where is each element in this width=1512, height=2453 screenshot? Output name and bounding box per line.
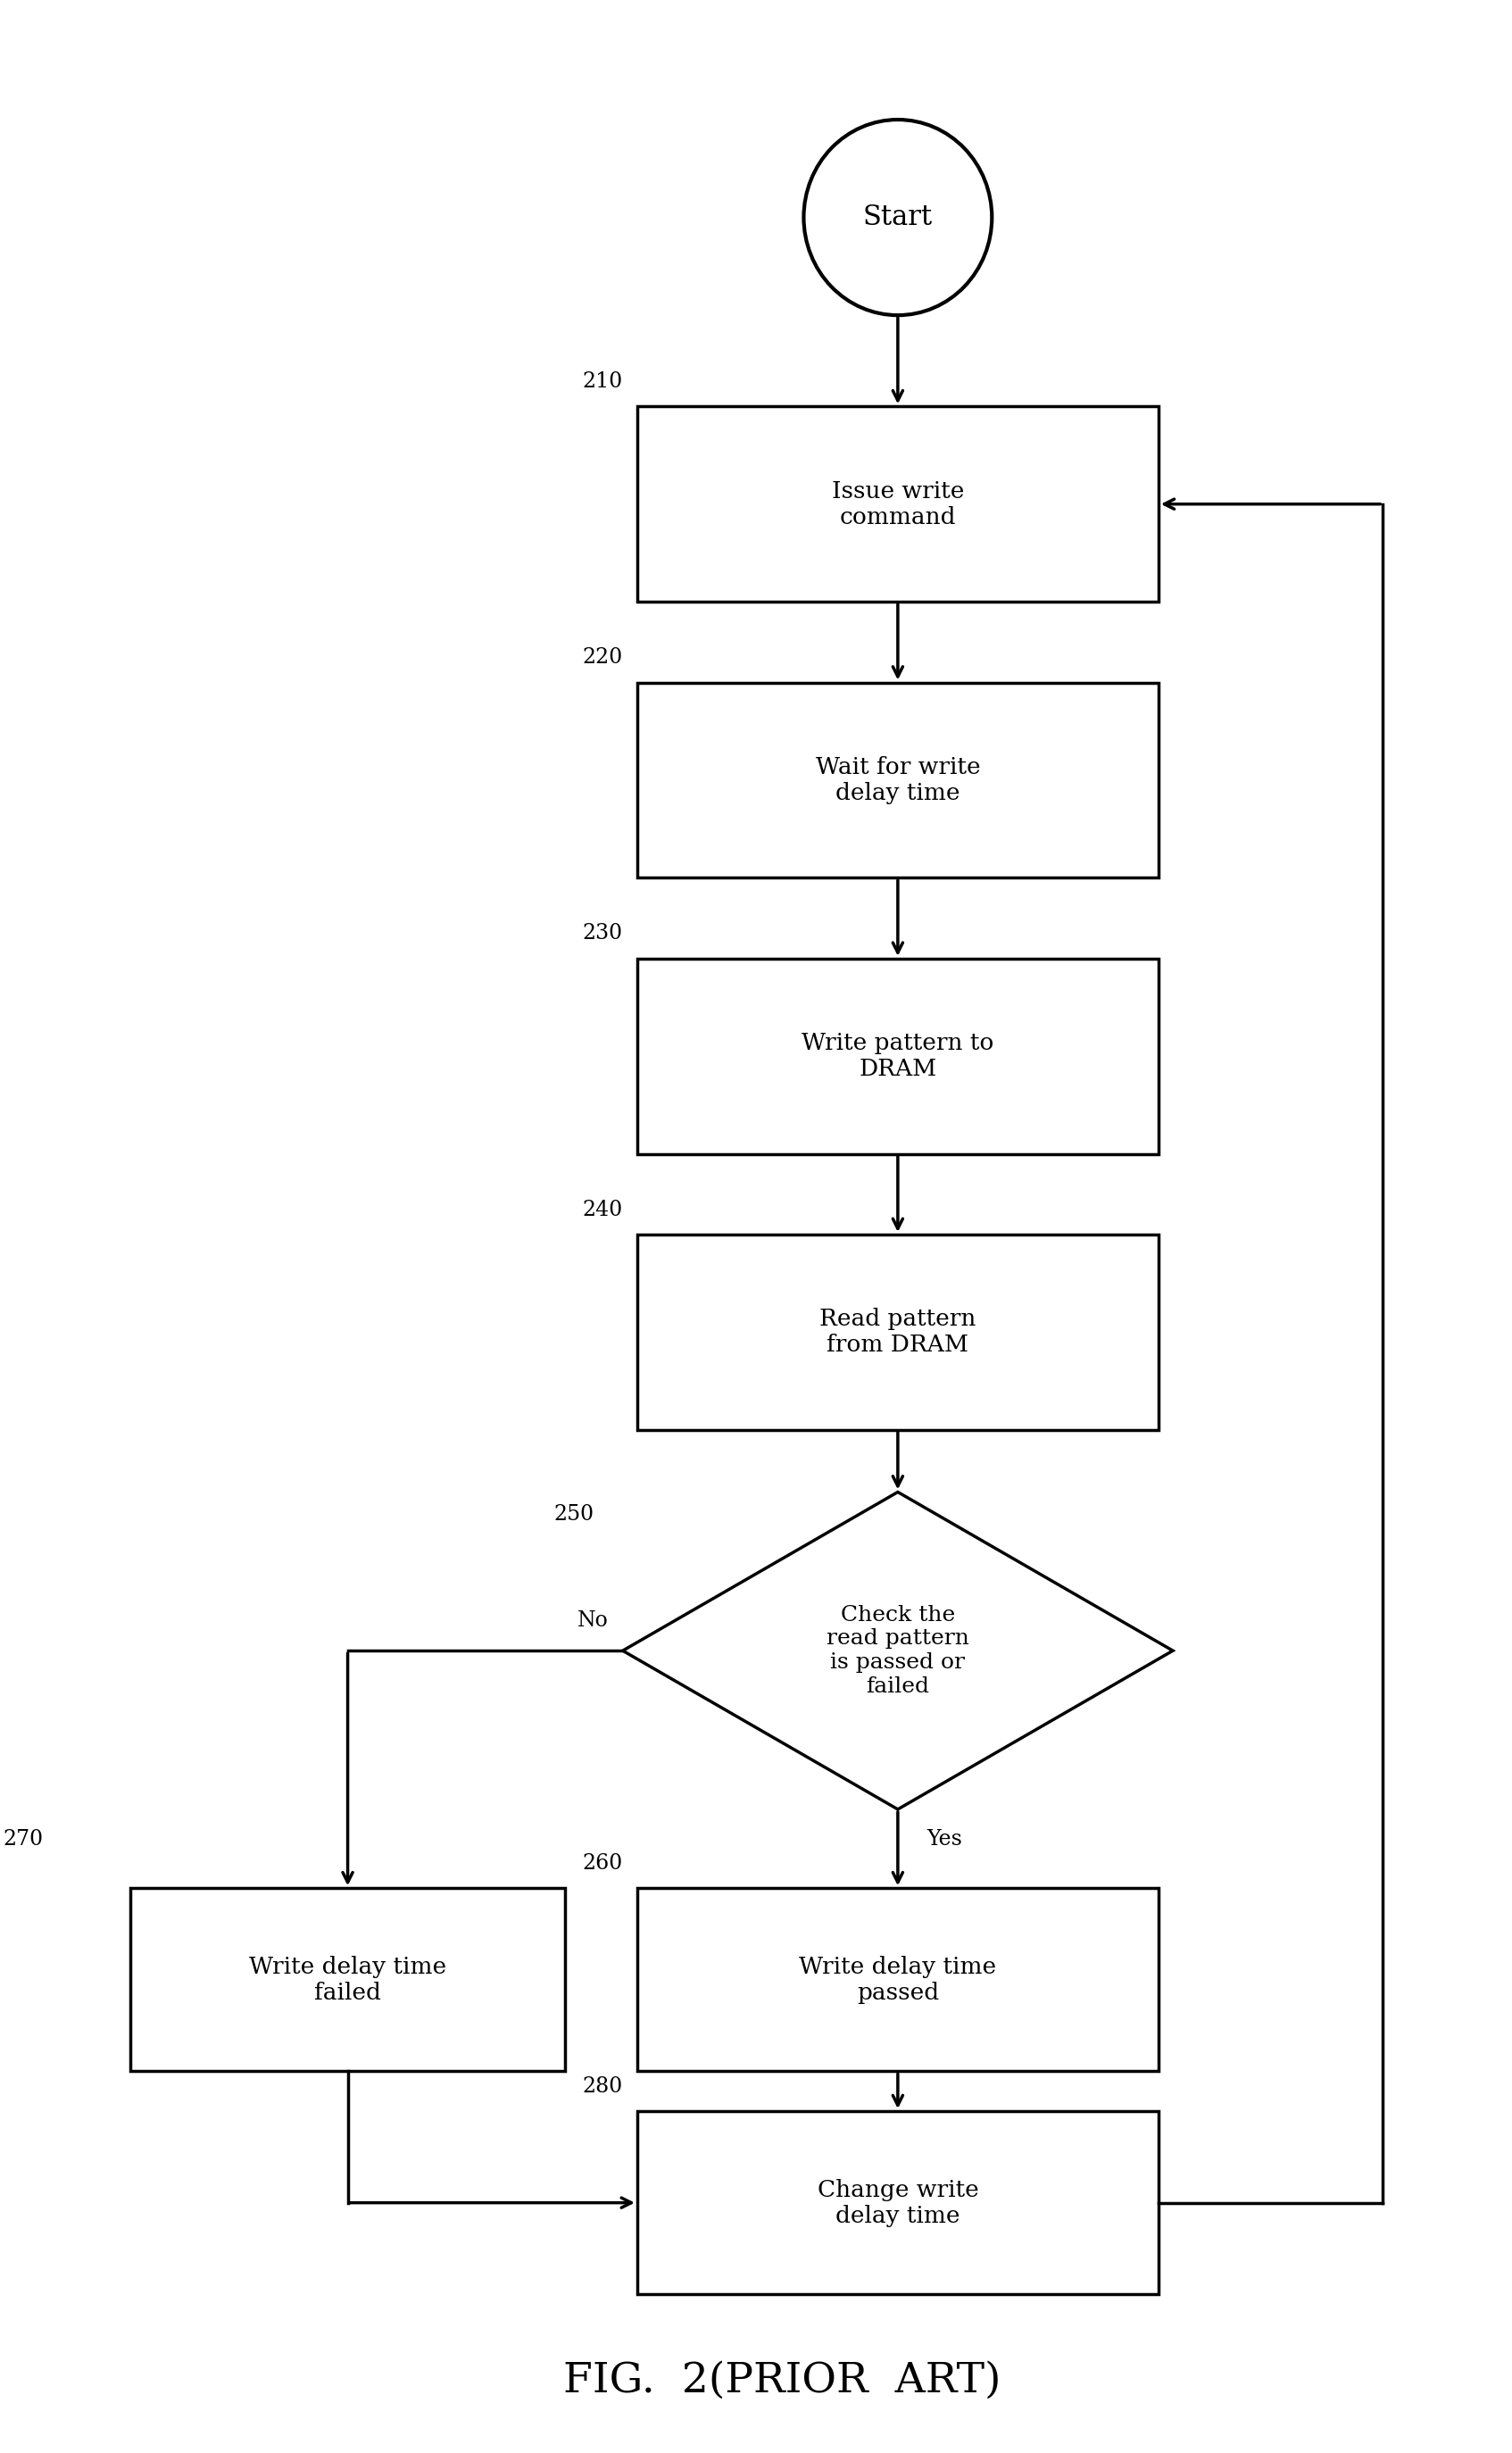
Text: Read pattern
from DRAM: Read pattern from DRAM [820, 1307, 977, 1357]
Text: Change write
delay time: Change write delay time [816, 2178, 978, 2227]
Text: No: No [578, 1612, 608, 1631]
Ellipse shape [804, 120, 992, 316]
Text: Write pattern to
DRAM: Write pattern to DRAM [801, 1033, 993, 1079]
Text: Yes: Yes [927, 1830, 962, 1850]
FancyBboxPatch shape [637, 2112, 1158, 2294]
Text: 220: 220 [582, 648, 623, 667]
Text: 210: 210 [582, 370, 623, 392]
Text: FIG.  2(PRIOR  ART): FIG. 2(PRIOR ART) [562, 2360, 1001, 2401]
Text: 270: 270 [3, 1827, 44, 1850]
FancyBboxPatch shape [637, 1889, 1158, 2070]
Text: 240: 240 [582, 1200, 623, 1219]
Polygon shape [623, 1491, 1173, 1810]
FancyBboxPatch shape [637, 959, 1158, 1153]
Text: Issue write
command: Issue write command [832, 481, 965, 527]
Text: 260: 260 [582, 1852, 623, 1874]
Text: Wait for write
delay time: Wait for write delay time [815, 756, 980, 805]
Text: Write delay time
failed: Write delay time failed [249, 1955, 446, 2004]
Text: Check the
read pattern
is passed or
failed: Check the read pattern is passed or fail… [827, 1604, 969, 1697]
Text: 230: 230 [582, 922, 623, 944]
Text: Start: Start [863, 204, 933, 231]
Text: 280: 280 [582, 2075, 623, 2097]
FancyBboxPatch shape [637, 407, 1158, 601]
Text: Write delay time
passed: Write delay time passed [800, 1955, 996, 2004]
FancyBboxPatch shape [637, 682, 1158, 878]
FancyBboxPatch shape [637, 1234, 1158, 1430]
Text: 250: 250 [553, 1504, 594, 1526]
FancyBboxPatch shape [130, 1889, 565, 2070]
